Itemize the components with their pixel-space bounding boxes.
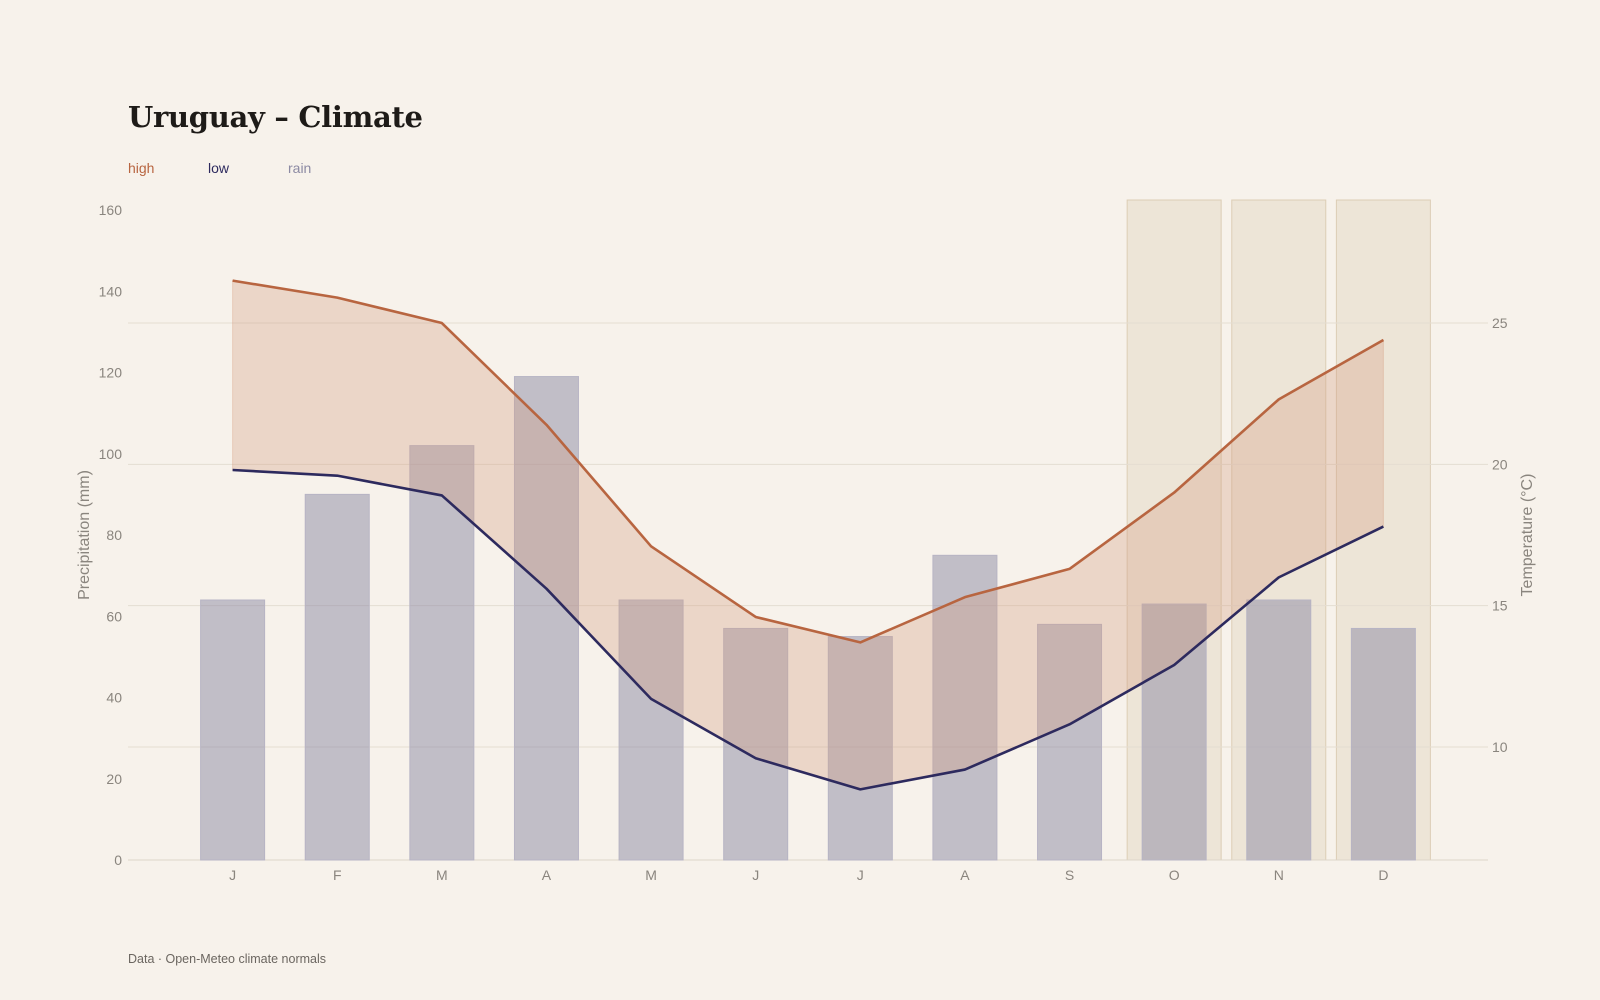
x-tick-11: D	[1378, 867, 1388, 883]
rain-bar-F-1	[304, 493, 370, 861]
left-tick-100: 100	[99, 446, 123, 462]
left-tick-0: 0	[114, 852, 122, 868]
rain-bar-S-8	[1037, 623, 1103, 861]
x-tick-0: J	[229, 867, 236, 883]
rain-bar-M-4	[618, 599, 684, 861]
x-tick-4: M	[645, 867, 657, 883]
x-tick-1: F	[333, 867, 342, 883]
x-tick-7: A	[960, 867, 970, 883]
rain-bar-J-6	[827, 636, 893, 861]
chart-title: Uruguay – Climate	[128, 100, 423, 134]
left-tick-20: 20	[106, 771, 122, 787]
left-tick-40: 40	[106, 690, 122, 706]
right-tick-10: 10	[1492, 739, 1508, 755]
rain-bar-N-10	[1246, 599, 1312, 861]
x-tick-3: A	[542, 867, 552, 883]
left-tick-160: 160	[99, 202, 123, 218]
left-tick-80: 80	[106, 527, 122, 543]
x-tick-9: O	[1169, 867, 1180, 883]
left-tick-120: 120	[99, 365, 123, 381]
rain-bar-J-5	[723, 627, 789, 861]
right-tick-20: 20	[1492, 456, 1508, 472]
x-tick-5: J	[752, 867, 759, 883]
left-tick-140: 140	[99, 283, 123, 299]
left-tick-60: 60	[106, 608, 122, 624]
legend-item-rain: rain	[288, 160, 312, 176]
right-tick-25: 25	[1492, 315, 1508, 331]
x-tick-2: M	[436, 867, 448, 883]
left-axis-title: Precipitation (mm)	[76, 470, 93, 600]
legend-item-high: high	[128, 160, 155, 176]
rain-bar-D-11	[1350, 627, 1416, 861]
right-tick-15: 15	[1492, 598, 1508, 614]
x-tick-8: S	[1065, 867, 1074, 883]
high-temperature-line	[232, 279, 1385, 644]
right-axis-title: Temperature (°C)	[1519, 474, 1536, 597]
rain-bar-A-3	[513, 376, 579, 861]
rain-bar-J-0	[200, 599, 266, 861]
low-temperature-line	[232, 468, 1384, 791]
x-tick-6: J	[857, 867, 864, 883]
legend-item-low: low	[208, 160, 230, 176]
source-note: Data · Open-Meteo climate normals	[128, 952, 326, 966]
x-tick-10: N	[1274, 867, 1284, 883]
